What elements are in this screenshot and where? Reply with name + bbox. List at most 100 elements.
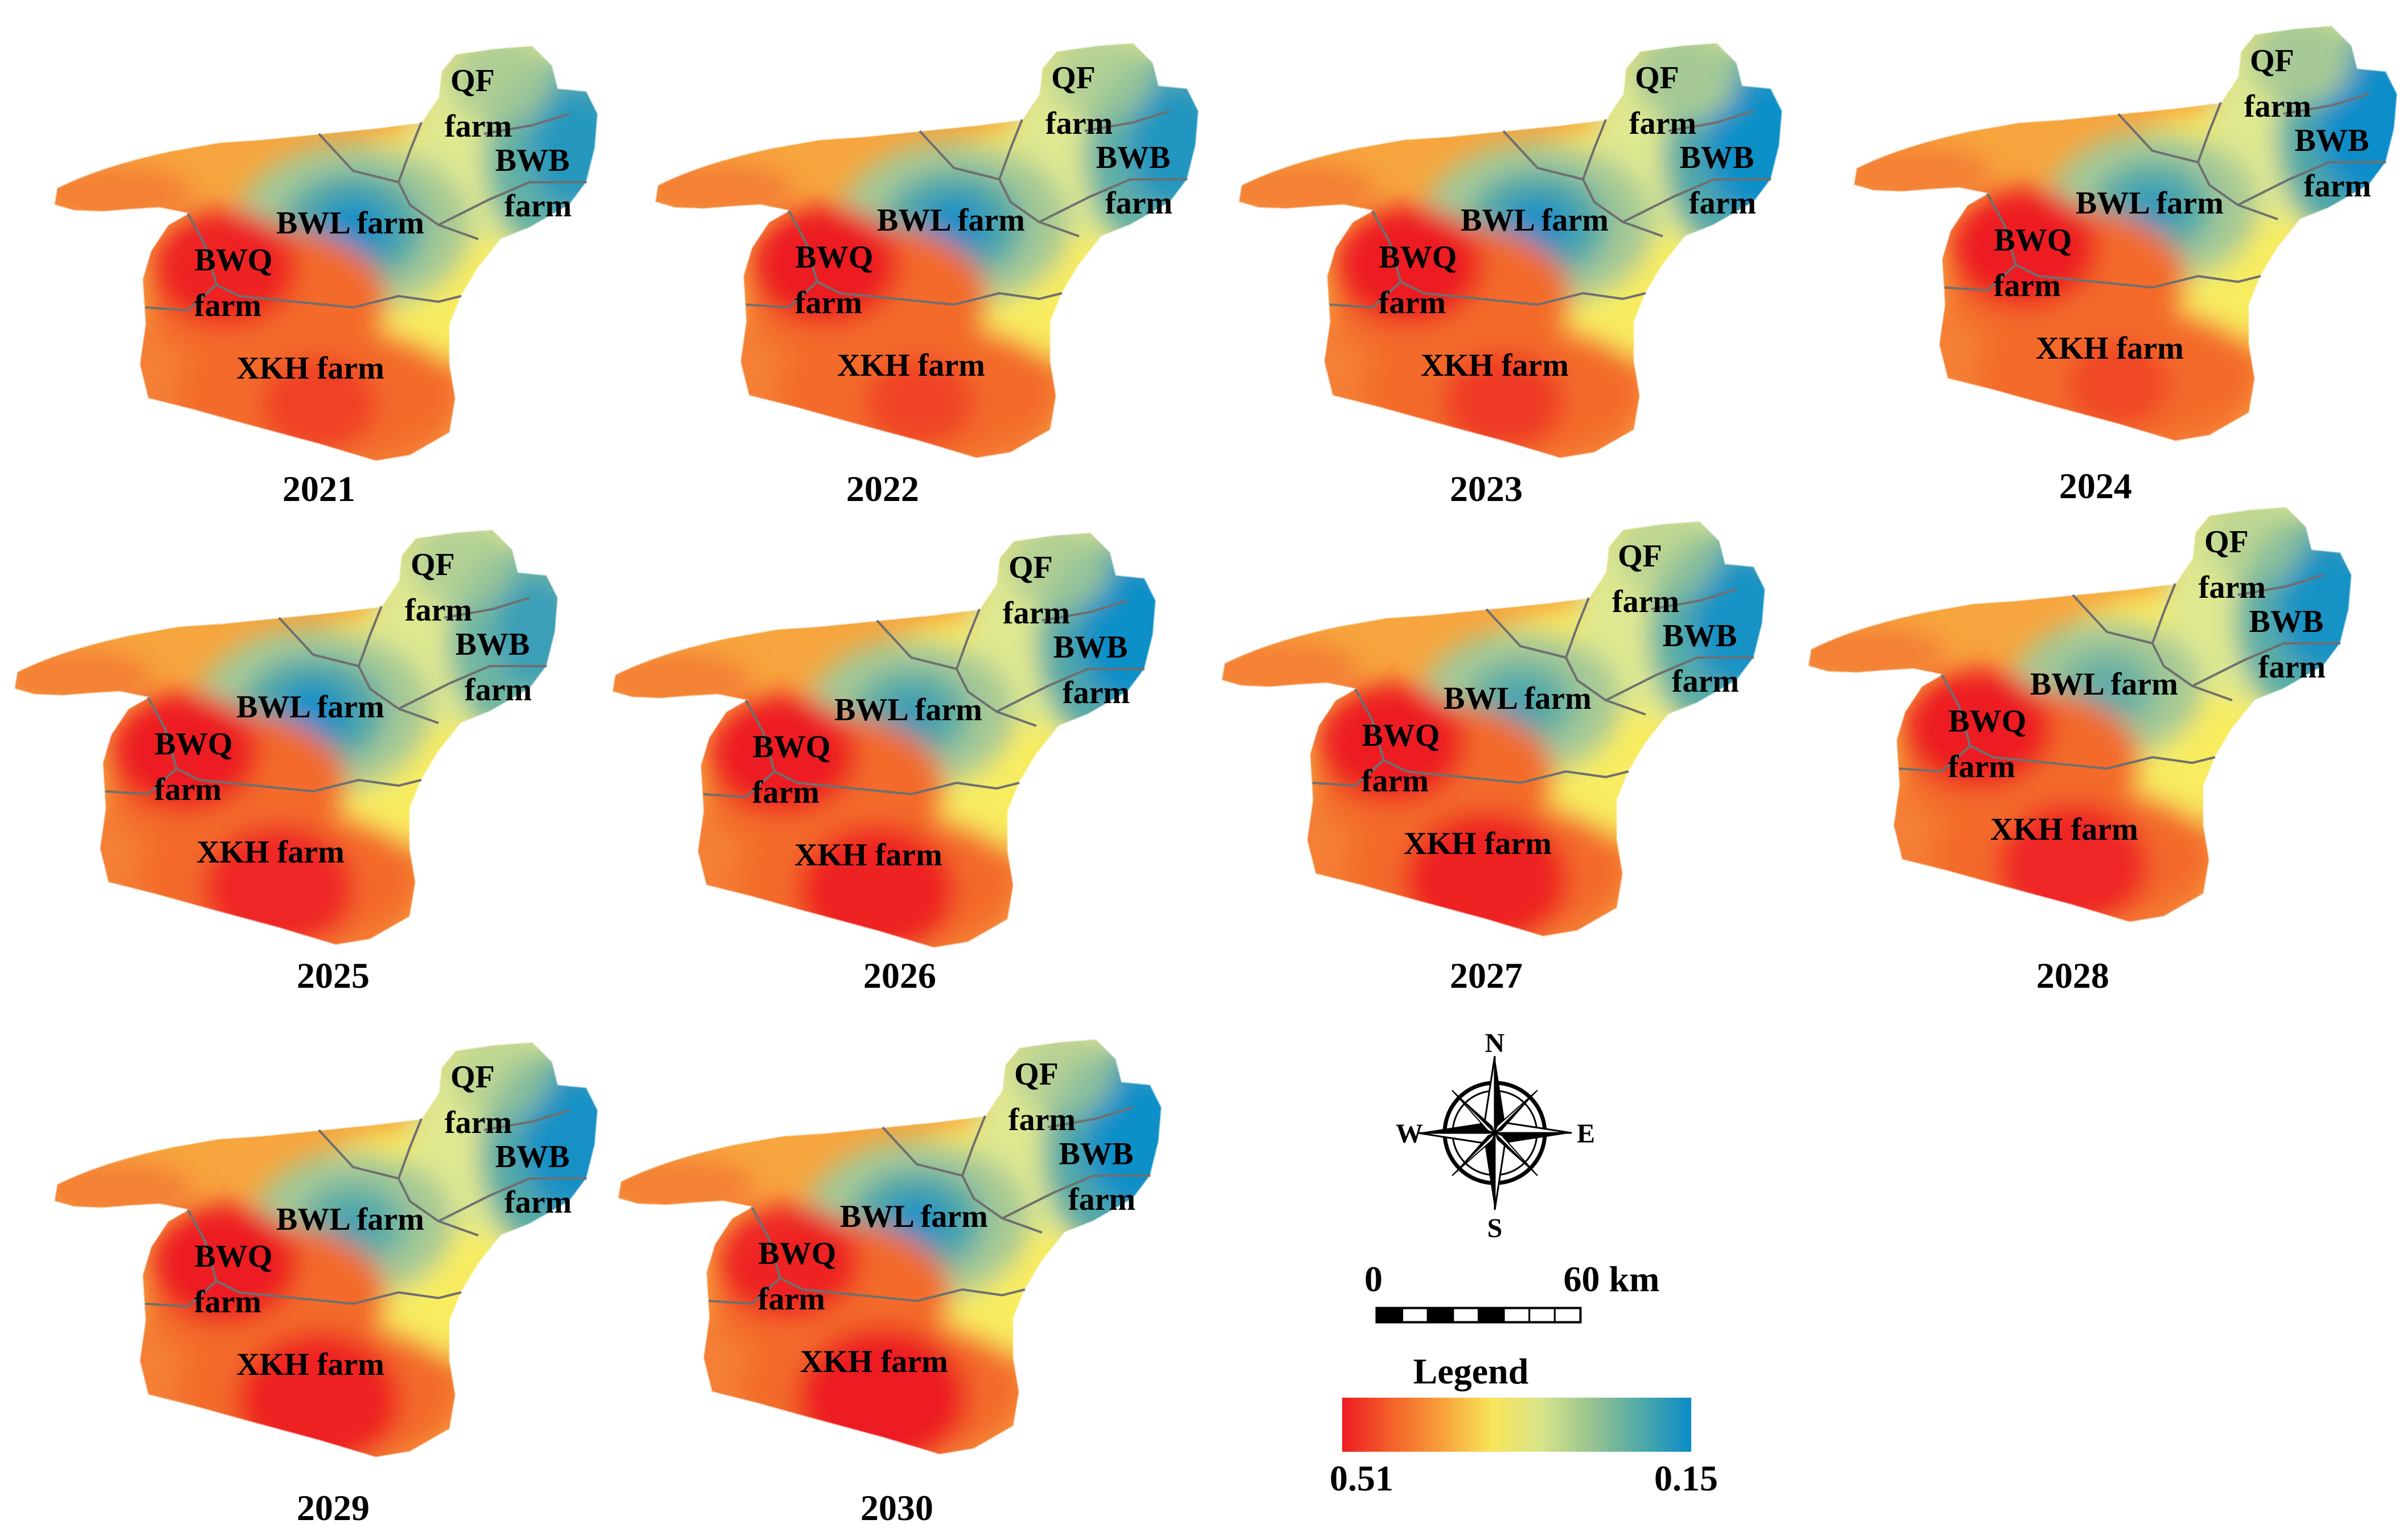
farm-label-bwb: BWB — [2295, 123, 2369, 158]
farm-boundary-line — [1329, 281, 1402, 309]
farm-label-bwl: BWL farm — [2030, 667, 2178, 702]
farm-boundary-line — [918, 130, 1000, 180]
farm-label-bwb: farm — [505, 188, 572, 224]
region-outline — [53, 1041, 599, 1459]
farm-label-bwq: farm — [758, 1282, 825, 1317]
region-outline — [53, 44, 599, 462]
scale-bar-segment — [1503, 1307, 1531, 1323]
map-surface — [1808, 507, 2352, 922]
farm-label-bwb: BWB — [2249, 604, 2324, 639]
map-year-label: 2024 — [2059, 466, 2132, 506]
farm-boundary-line — [438, 1177, 587, 1222]
farm-boundary-line — [278, 617, 359, 667]
farm-boundary-line — [998, 119, 1080, 237]
farm-label-bwq: farm — [1379, 285, 1446, 321]
farm-boundary-line — [955, 609, 1037, 727]
farm-label-bwq: farm — [194, 1284, 261, 1320]
farm-boundary-line — [444, 597, 530, 619]
farm-boundary-line — [483, 113, 570, 135]
map-year-label: 2023 — [1450, 469, 1523, 509]
farm-label-bwq: farm — [752, 775, 819, 810]
farm-label-bwq: farm — [1948, 749, 2015, 785]
scale-bar: 0 60 km — [1364, 1259, 1659, 1324]
farm-label-bwb: farm — [1068, 1182, 1135, 1217]
farm-boundary-line — [397, 122, 479, 240]
farm-label-xkh: XKH farm — [236, 1347, 384, 1382]
farm-boundary-line — [881, 1126, 963, 1177]
farm-boundary-line — [145, 284, 218, 312]
farm-boundary-line — [2151, 583, 2233, 701]
farm-boundary-line — [1581, 119, 1663, 237]
scale-bar-segment — [1528, 1307, 1556, 1323]
farm-boundary-line — [1041, 599, 1128, 622]
region-outline — [13, 528, 559, 946]
farm-boundary-line — [1371, 210, 1646, 306]
map-surface — [1854, 26, 2397, 441]
farm-label-bwq: BWQ — [753, 729, 831, 765]
scale-bar-segment — [1401, 1307, 1429, 1323]
farm-boundary-line — [357, 606, 439, 724]
region-outline — [611, 531, 1157, 949]
farm-label-bwq: BWQ — [758, 1236, 836, 1271]
farm-label-qf: QF — [450, 63, 495, 98]
farm-label-bwq: BWQ — [1379, 240, 1457, 275]
farm-label-xkh: XKH farm — [236, 351, 384, 386]
farm-label-xkh: XKH farm — [837, 348, 985, 383]
farm-boundary-line — [1354, 688, 1629, 785]
farm-boundary-line — [1039, 178, 1187, 223]
farm-boundary-line — [1605, 656, 1754, 701]
farm-boundary-line — [996, 668, 1145, 713]
farm-label-qf: farm — [1008, 1102, 1076, 1137]
farm-label-xkh: XKH farm — [800, 1344, 948, 1379]
farm-label-qf: farm — [1612, 584, 1679, 619]
farm-label-xkh: XKH farm — [2036, 331, 2184, 366]
farm-boundary-line — [145, 1280, 218, 1308]
farm-label-bwb: BWB — [495, 143, 570, 178]
farm-boundary-line — [788, 210, 1063, 306]
farm-label-qf: farm — [1045, 106, 1113, 141]
farm-boundary-line — [1944, 264, 2017, 292]
farm-label-bwb: farm — [505, 1185, 572, 1220]
farm-boundary-line — [1047, 1106, 1134, 1128]
compass-rose: N S E W — [1396, 1028, 1595, 1243]
farm-label-xkh: XKH farm — [794, 837, 942, 873]
farm-label-qf: QF — [1014, 1057, 1059, 1092]
farm-label-qf: farm — [445, 109, 512, 144]
farm-boundary-line — [745, 700, 1020, 796]
compass-star-icon — [1417, 1056, 1572, 1210]
farm-label-bwq: BWQ — [195, 1239, 273, 1274]
farm-label-bwb: farm — [465, 672, 532, 708]
farm-label-xkh: XKH farm — [196, 835, 345, 870]
map-surface — [54, 1042, 598, 1457]
farm-label-qf: QF — [1635, 60, 1679, 96]
map-surface — [1221, 521, 1765, 937]
farm-label-bwl: BWL farm — [236, 689, 384, 725]
map-year-label: 2026 — [863, 955, 936, 996]
farm-label-bwq: BWQ — [1362, 718, 1440, 753]
farm-boundary-line — [187, 213, 462, 309]
farm-label-qf: QF — [1051, 60, 1096, 96]
map-year-label: 2029 — [297, 1488, 370, 1528]
farm-boundary-line — [703, 770, 776, 799]
farm-label-bwb: farm — [2304, 169, 2371, 204]
farm-label-bwb: farm — [2258, 650, 2326, 685]
farm-label-xkh: XKH farm — [1990, 812, 2138, 847]
farm-boundary-line — [1084, 110, 1171, 132]
farm-label-bwq: BWQ — [796, 240, 874, 275]
map-surface — [655, 43, 1199, 458]
map-surface — [14, 529, 558, 945]
farm-boundary-line — [438, 181, 587, 226]
farm-label-qf: QF — [450, 1059, 495, 1095]
farm-boundary-line — [2237, 574, 2324, 596]
farm-boundary-line — [2196, 102, 2278, 220]
farm-boundary-line — [2283, 93, 2369, 115]
farm-boundary-line — [147, 697, 422, 793]
map-year-label: 2027 — [1450, 955, 1523, 996]
farm-label-qf: QF — [1008, 550, 1053, 585]
region-outline — [1237, 42, 1783, 459]
